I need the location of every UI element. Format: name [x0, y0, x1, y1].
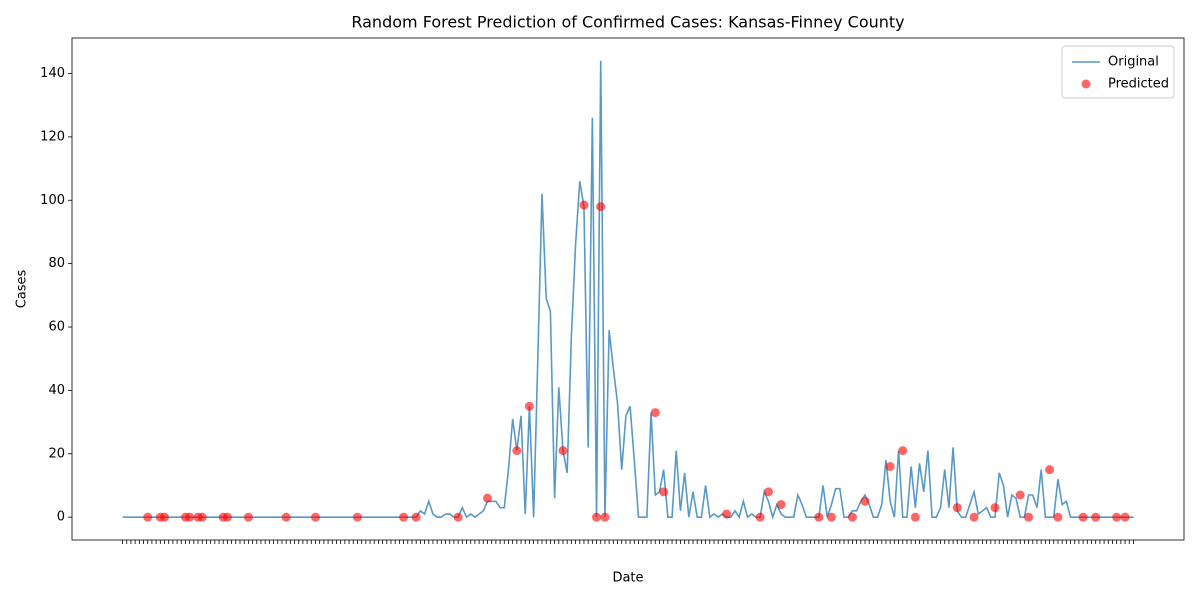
chart-title: Random Forest Prediction of Confirmed Ca…: [351, 13, 904, 32]
data-point: [185, 512, 195, 522]
data-point: [596, 202, 606, 212]
data-point: [197, 512, 207, 522]
data-point: [847, 512, 857, 522]
data-point: [143, 512, 153, 522]
y-tick-label: 80: [48, 256, 65, 271]
legend-marker: [1081, 79, 1091, 89]
data-point: [659, 487, 669, 497]
plot-area: [122, 60, 1134, 522]
data-point: [722, 509, 732, 519]
y-tick-label: 140: [40, 66, 65, 81]
data-point: [910, 512, 920, 522]
y-tick-label: 120: [40, 129, 65, 144]
data-point: [512, 446, 522, 456]
y-tick-label: 0: [57, 510, 65, 525]
data-point: [1053, 512, 1063, 522]
y-tick-label: 20: [48, 446, 65, 461]
axes-frame: [71, 37, 1185, 541]
data-point: [969, 512, 979, 522]
y-axis-label: Cases: [15, 269, 30, 308]
data-point: [1015, 490, 1025, 500]
data-point: [1112, 512, 1122, 522]
data-point: [310, 512, 320, 522]
data-point: [352, 512, 362, 522]
data-point: [524, 401, 534, 411]
data-point: [281, 512, 291, 522]
data-point: [1045, 465, 1055, 475]
data-point: [482, 493, 492, 503]
data-point: [600, 512, 610, 522]
data-point: [159, 512, 169, 522]
data-point: [1120, 512, 1130, 522]
data-point: [952, 503, 962, 513]
data-point: [1024, 512, 1034, 522]
data-point: [453, 512, 463, 522]
y-tick-label: 40: [48, 383, 65, 398]
data-point: [222, 512, 232, 522]
data-point: [1091, 512, 1101, 522]
data-point: [885, 461, 895, 471]
data-point: [592, 512, 602, 522]
data-point: [755, 512, 765, 522]
legend-label: Predicted: [1108, 77, 1169, 92]
data-point: [1078, 512, 1088, 522]
data-point: [826, 512, 836, 522]
data-point: [990, 503, 1000, 513]
data-point: [898, 446, 908, 456]
data-point: [579, 200, 589, 210]
data-point: [558, 446, 568, 456]
y-tick-label: 60: [48, 320, 65, 335]
data-point: [650, 408, 660, 418]
y-tick-label: 100: [40, 193, 65, 208]
data-point: [776, 500, 786, 510]
legend-label: Original: [1108, 55, 1159, 70]
data-point: [860, 496, 870, 506]
data-point: [411, 512, 421, 522]
x-axis-label: Date: [612, 571, 643, 586]
data-point: [814, 512, 824, 522]
data-point: [243, 512, 253, 522]
data-point: [764, 487, 774, 497]
data-point: [399, 512, 409, 522]
data-line: [122, 60, 1134, 520]
